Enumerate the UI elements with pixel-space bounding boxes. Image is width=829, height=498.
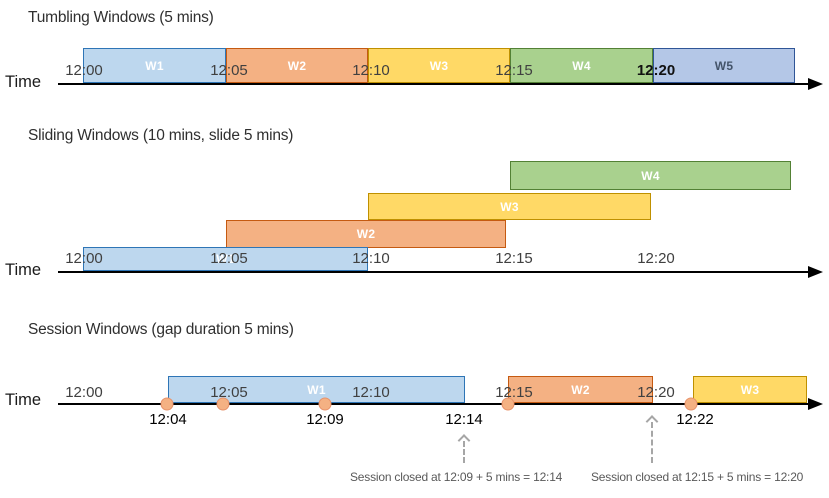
session-closed-annotation: Session closed at 12:15 + 5 mins = 12:20 — [591, 470, 804, 484]
session-closed-annotation: Session closed at 12:09 + 5 mins = 12:14 — [350, 470, 563, 484]
window-bar-w2: W2 — [226, 220, 506, 248]
time-axis-label: Time — [5, 73, 42, 91]
window-bar-w5: W5 — [653, 48, 795, 83]
window-bar-w2: W2 — [508, 376, 653, 403]
tick-label: 12:10 — [352, 384, 390, 401]
time-axis-label: Time — [5, 261, 42, 279]
tick-label: 12:05 — [210, 384, 248, 401]
time-axis-line — [58, 271, 808, 273]
window-label: W2 — [356, 227, 376, 241]
event-time-label: 12:14 — [445, 411, 483, 428]
event-dot — [318, 397, 332, 411]
tick-label: 12:00 — [65, 384, 103, 401]
tick-label: 12:05 — [210, 62, 248, 79]
event-dot — [684, 397, 698, 411]
tick-label: 12:20 — [636, 62, 676, 79]
tick-label: 12:15 — [495, 62, 533, 79]
event-time-label: 12:22 — [676, 411, 714, 428]
event-dot — [160, 397, 174, 411]
event-dot — [216, 397, 230, 411]
window-label: W2 — [571, 382, 590, 397]
window-label: W2 — [287, 58, 307, 73]
tick-label: 12:00 — [65, 62, 103, 79]
window-label: W3 — [500, 199, 519, 214]
event-time-label: 12:09 — [306, 411, 344, 428]
dashed-up-arrow-line — [463, 441, 465, 463]
tumbling-section-title: Tumbling Windows (5 mins) — [28, 9, 214, 26]
window-label: W4 — [641, 168, 660, 183]
sliding-section-title: Sliding Windows (10 mins, slide 5 mins) — [28, 127, 294, 144]
tick-label: 12:15 — [495, 250, 533, 267]
tick-label: 12:20 — [637, 384, 675, 401]
window-label: W1 — [145, 58, 164, 73]
window-label: W3 — [429, 58, 449, 73]
window-bar-w3: W3 — [368, 48, 510, 83]
window-bar-w3: W3 — [368, 193, 651, 220]
window-label: W1 — [307, 382, 326, 397]
dashed-up-arrow-line — [651, 422, 653, 463]
time-axis-line — [58, 403, 808, 405]
tick-label: 12:10 — [352, 250, 390, 267]
time-axis-label: Time — [5, 391, 42, 409]
window-bar-w1: W1 — [83, 247, 368, 271]
tick-label: 12:00 — [65, 250, 103, 267]
tick-label: 12:20 — [637, 250, 675, 267]
window-label: W1 — [216, 252, 235, 266]
window-label: W4 — [572, 58, 591, 73]
window-bar-w3: W3 — [693, 376, 807, 403]
window-bar-w4: W4 — [510, 48, 653, 83]
tick-label: 12:15 — [495, 384, 533, 401]
window-bar-w2: W2 — [226, 48, 368, 83]
window-label: W5 — [714, 58, 734, 73]
session-section-title: Session Windows (gap duration 5 mins) — [28, 321, 294, 338]
axis-arrowhead-icon — [808, 266, 823, 278]
time-axis-line — [58, 83, 808, 85]
axis-arrowhead-icon — [808, 78, 823, 90]
tick-label: 12:10 — [352, 62, 390, 79]
axis-arrowhead-icon — [808, 398, 823, 410]
tick-label: 12:05 — [210, 250, 248, 267]
window-bar-w4: W4 — [510, 161, 791, 190]
event-time-label: 12:04 — [149, 411, 187, 428]
window-label: W3 — [740, 382, 760, 397]
window-bar-w1: W1 — [83, 48, 226, 83]
event-dot — [501, 397, 515, 411]
